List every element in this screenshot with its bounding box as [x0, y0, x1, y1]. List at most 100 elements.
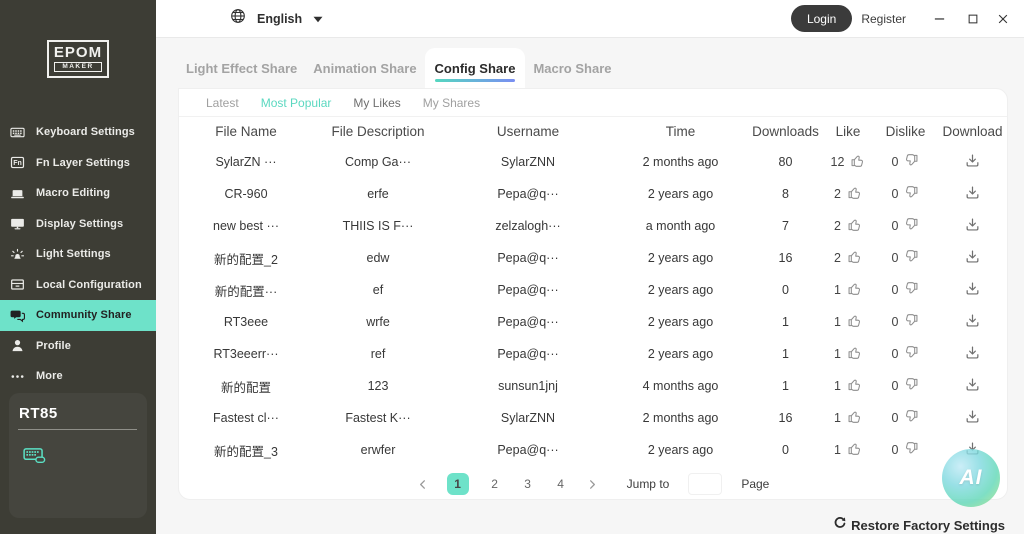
- file-name-cell[interactable]: new best ···: [213, 219, 279, 233]
- sidebar-item-more[interactable]: More: [0, 361, 156, 392]
- subtab-my-likes[interactable]: My Likes: [353, 95, 401, 110]
- downloads-cell: 7: [782, 219, 789, 233]
- dislike-button[interactable]: 0: [873, 153, 938, 171]
- table-header: File Name File Description Username Time…: [179, 117, 1007, 146]
- download-button[interactable]: [938, 185, 1007, 203]
- time-cell: 4 months ago: [642, 379, 719, 393]
- sidebar-item-light-settings[interactable]: Light Settings: [0, 239, 156, 270]
- subtab-latest[interactable]: Latest: [206, 95, 239, 110]
- download-button[interactable]: [938, 409, 1007, 427]
- subtab-my-shares[interactable]: My Shares: [422, 95, 481, 110]
- sidebar-item-community-share[interactable]: Community Share: [0, 300, 156, 331]
- download-button[interactable]: [938, 345, 1007, 363]
- dislike-count: 0: [891, 251, 899, 265]
- file-name-cell[interactable]: RT3eeerr···: [213, 347, 279, 361]
- globe-icon: [230, 8, 246, 29]
- ai-watermark-text: AI: [959, 466, 983, 489]
- column-header-time: Time: [665, 124, 696, 139]
- dislike-button[interactable]: 0: [873, 409, 938, 427]
- like-button[interactable]: 2: [823, 249, 873, 267]
- table-row: 新的配置 123 sunsun1jnj 4 months ago 1 1 0: [179, 370, 1007, 402]
- jump-to-label: Jump to: [626, 477, 670, 491]
- table-row: 新的配置_2 edw Pepa@q··· 2 years ago 16 2 0: [179, 242, 1007, 274]
- like-button[interactable]: 1: [823, 313, 873, 331]
- device-card[interactable]: RT85: [9, 393, 147, 518]
- download-button[interactable]: [938, 217, 1007, 235]
- like-button[interactable]: 2: [823, 217, 873, 235]
- download-button[interactable]: [938, 377, 1007, 395]
- dislike-button[interactable]: 0: [873, 377, 938, 395]
- file-name-cell[interactable]: Fastest cl···: [213, 411, 279, 425]
- like-count: 1: [834, 347, 841, 361]
- sidebar-item-local-configuration[interactable]: Local Configuration: [0, 270, 156, 301]
- page-button-3[interactable]: 3: [524, 477, 531, 491]
- downloads-cell: 8: [782, 187, 789, 201]
- like-button[interactable]: 1: [823, 377, 873, 395]
- sidebar-item-profile[interactable]: Profile: [0, 331, 156, 362]
- next-page-button[interactable]: [587, 478, 598, 491]
- download-button[interactable]: [938, 249, 1007, 267]
- sidebar-item-fn-layer-settings[interactable]: Fn Fn Layer Settings: [0, 148, 156, 179]
- like-button[interactable]: 1: [823, 345, 873, 363]
- dislike-count: 0: [891, 347, 899, 361]
- dislike-button[interactable]: 0: [873, 281, 938, 299]
- time-cell: 2 months ago: [642, 155, 719, 169]
- file-name-cell[interactable]: 新的配置_2: [214, 252, 278, 267]
- like-button[interactable]: 1: [823, 409, 873, 427]
- tab-macro-share[interactable]: Macro Share: [533, 60, 612, 76]
- tab-light-effect-share[interactable]: Light Effect Share: [186, 60, 298, 76]
- dislike-count: 0: [891, 379, 899, 393]
- tab-config-share[interactable]: Config Share: [424, 48, 526, 88]
- file-name-cell[interactable]: CR-960: [224, 187, 268, 201]
- sidebar-item-macro-editing[interactable]: Macro Editing: [0, 178, 156, 209]
- file-name-cell[interactable]: SylarZN ···: [215, 155, 277, 169]
- download-button[interactable]: [938, 153, 1007, 171]
- file-name-cell[interactable]: 新的配置_3: [214, 444, 278, 459]
- close-icon[interactable]: [996, 12, 1010, 26]
- thumb-down-icon: [904, 185, 919, 203]
- dislike-button[interactable]: 0: [873, 345, 938, 363]
- like-count: 2: [834, 251, 841, 265]
- dislike-button[interactable]: 0: [873, 217, 938, 235]
- sidebar-item-keyboard-settings[interactable]: Keyboard Settings: [0, 117, 156, 148]
- like-count: 1: [834, 283, 841, 297]
- like-button[interactable]: 1: [823, 441, 873, 459]
- file-name-cell[interactable]: 新的配置···: [214, 284, 278, 299]
- page-button-2[interactable]: 2: [491, 477, 498, 491]
- dislike-button[interactable]: 0: [873, 441, 938, 459]
- file-name-cell[interactable]: 新的配置: [220, 380, 271, 395]
- download-button[interactable]: [938, 281, 1007, 299]
- sidebar-item-display-settings[interactable]: Display Settings: [0, 209, 156, 240]
- page-button-4[interactable]: 4: [557, 477, 564, 491]
- download-button[interactable]: [938, 313, 1007, 331]
- like-button[interactable]: 2: [823, 185, 873, 203]
- dislike-button[interactable]: 0: [873, 185, 938, 203]
- like-button[interactable]: 1: [823, 281, 873, 299]
- share-card: Latest Most Popular My Likes My Shares F…: [178, 88, 1008, 500]
- share-subtabs: Latest Most Popular My Likes My Shares: [179, 89, 1007, 117]
- tab-animation-share[interactable]: Animation Share: [313, 60, 417, 76]
- subtab-most-popular[interactable]: Most Popular: [260, 95, 332, 110]
- page-button-1[interactable]: 1: [446, 473, 469, 495]
- minimize-icon[interactable]: [932, 12, 946, 26]
- username-cell: zelzalogh···: [495, 219, 561, 233]
- restore-factory-settings-button[interactable]: Restore Factory Settings: [833, 516, 1005, 534]
- downloads-cell: 16: [778, 411, 793, 425]
- prev-page-button[interactable]: [417, 478, 428, 491]
- jump-to-page-input[interactable]: [688, 473, 723, 495]
- maximize-icon[interactable]: [966, 12, 980, 26]
- like-button[interactable]: 12: [823, 153, 873, 171]
- like-count: 2: [834, 187, 841, 201]
- download-icon: [965, 345, 980, 363]
- thumb-up-icon: [847, 345, 862, 363]
- thumb-up-icon: [847, 217, 862, 235]
- language-selector[interactable]: English: [230, 8, 323, 29]
- dislike-button[interactable]: 0: [873, 313, 938, 331]
- svg-text:Fn: Fn: [13, 160, 22, 167]
- login-button[interactable]: Login: [790, 5, 853, 32]
- thumb-down-icon: [904, 377, 919, 395]
- like-count: 12: [830, 155, 845, 169]
- file-name-cell[interactable]: RT3eee: [223, 315, 269, 329]
- register-link[interactable]: Register: [861, 11, 906, 26]
- dislike-button[interactable]: 0: [873, 249, 938, 267]
